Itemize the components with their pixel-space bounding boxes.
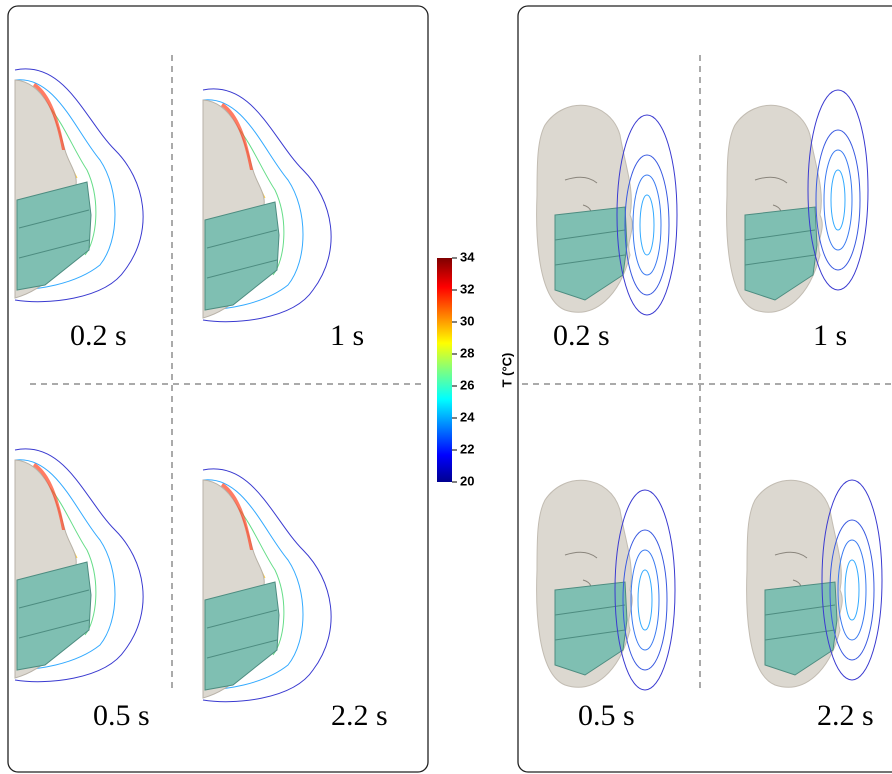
figure: 0.2 s 1 s 0.5 s 2.2 s 0.2 s 1 s 0.5 s 2.…	[0, 0, 892, 774]
colorbar-tick-label: 28	[460, 345, 474, 360]
colorbar-tick-label: 26	[460, 377, 474, 392]
colorbar-title: T (°C)	[499, 353, 514, 388]
time-label: 1 s	[813, 319, 847, 352]
time-label: 1 s	[330, 319, 364, 352]
colorbar-tick-label: 34	[460, 249, 475, 264]
colorbar-tick-label: 20	[460, 473, 474, 488]
time-label: 0.5 s	[578, 699, 635, 732]
time-label: 0.2 s	[70, 319, 127, 352]
colorbar	[437, 258, 452, 482]
colorbar-tick-label: 32	[460, 281, 474, 296]
left-quadrants	[15, 69, 331, 702]
time-label: 2.2 s	[817, 699, 874, 732]
right-quadrants	[537, 90, 882, 690]
time-label: 2.2 s	[331, 699, 388, 732]
colorbar-tick-label: 22	[460, 441, 474, 456]
time-label: 0.5 s	[93, 699, 150, 732]
time-label: 0.2 s	[553, 319, 610, 352]
colorbar-tick-label: 30	[460, 313, 474, 328]
colorbar-tick-label: 24	[460, 409, 475, 424]
